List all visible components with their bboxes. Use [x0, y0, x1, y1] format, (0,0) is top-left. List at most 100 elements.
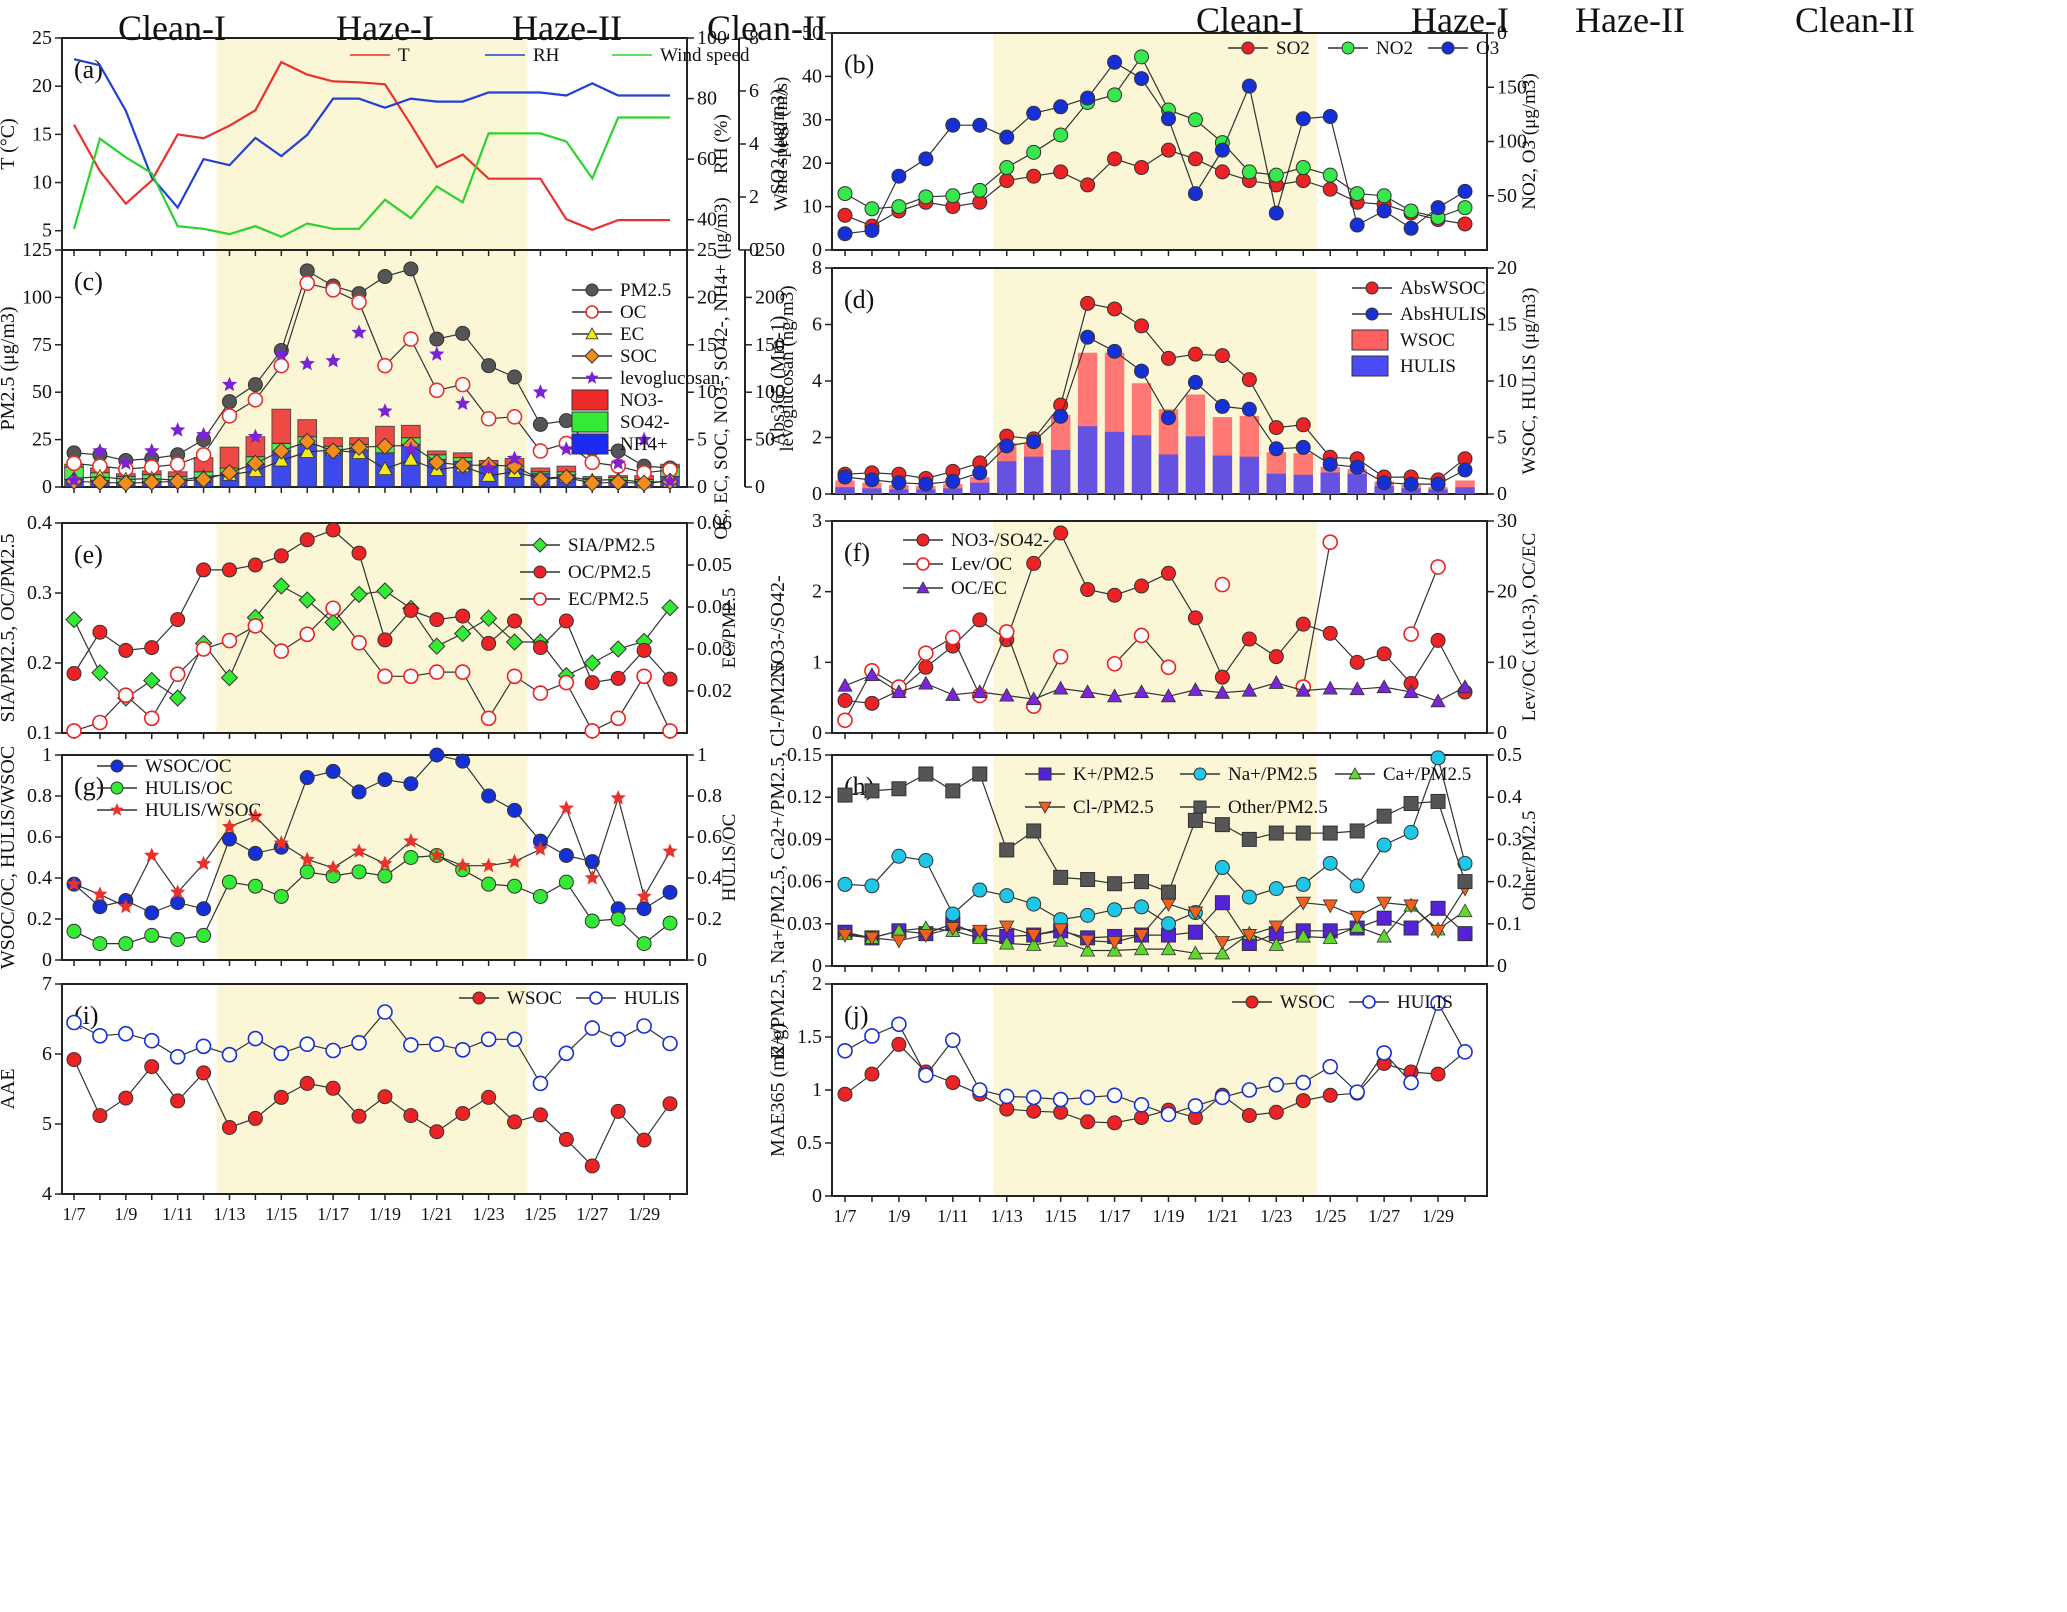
- point-na-pm2-5: [918, 853, 934, 868]
- legend-label: WSOC/OC: [145, 756, 232, 777]
- bar-hulis: [1212, 455, 1233, 494]
- point-hulis-wsoc: [403, 833, 419, 848]
- y-axis-label-left: MAE365 (m2/g): [767, 1023, 789, 1157]
- panel-label: (g): [74, 772, 104, 801]
- y-tick-label-left: 6: [42, 1043, 52, 1065]
- point-na-pm2-5: [1080, 907, 1096, 923]
- point-other-pm2-5: [1403, 796, 1419, 812]
- point-wsoc: [945, 1075, 961, 1091]
- point-no3-so42: [1322, 625, 1338, 641]
- point-ca-pm2-5: [1187, 945, 1204, 960]
- legend-label: levoglucosan: [620, 368, 721, 389]
- y-tick-label-right: 0: [1497, 722, 1507, 744]
- y-tick-label-left: 1: [812, 651, 822, 673]
- point-hulis: [891, 1016, 907, 1033]
- legend-marker: [1365, 281, 1379, 295]
- point-hulis: [1403, 1074, 1419, 1091]
- point-oc: [584, 454, 601, 471]
- y-tick-label-right: 60: [697, 148, 717, 170]
- y-tick-label-right: 30: [1497, 510, 1517, 532]
- point-sia-pm2-5: [272, 577, 291, 595]
- point-wsoc: [1134, 1110, 1150, 1126]
- point-hulis-oc: [507, 878, 523, 894]
- point-wsoc: [837, 1086, 853, 1102]
- point-levoglucosan: [325, 352, 341, 368]
- point-ec-pm2-5: [169, 666, 186, 683]
- point-hulis: [918, 1067, 934, 1083]
- point-oc-ec: [999, 687, 1015, 702]
- point-abshulis: [945, 473, 961, 489]
- point-hulis-wsoc: [299, 851, 315, 866]
- point-cl-pm2-5: [972, 924, 988, 939]
- point-ec-pm2-5: [273, 643, 290, 659]
- legend-marker: [1038, 767, 1052, 781]
- y-tick-label-left: 0: [812, 722, 822, 744]
- point-wsoc: [636, 1132, 652, 1148]
- y-tick-label-left: 3: [812, 510, 822, 532]
- panel-label: (b): [844, 50, 874, 79]
- point-hulis-wsoc: [506, 853, 523, 869]
- legend-label: SO42-: [620, 412, 670, 433]
- point-abshulis: [864, 472, 880, 488]
- y-tick-label-left: 7: [42, 973, 52, 995]
- point-ca-pm2-5: [1079, 942, 1096, 957]
- point-oc-pm2-5: [610, 670, 626, 686]
- y-tick-label-right: 4: [749, 133, 759, 155]
- panel-j: 1/7 1/9 1/11 1/13 1/15 1/17 1/19 1/21 1/23 1/25 1/…: [767, 973, 1488, 1226]
- legend-label: K+/PM2.5: [1073, 764, 1154, 785]
- point-oc-ec: [1322, 680, 1338, 695]
- series-abshulis: [837, 329, 1473, 492]
- y-tick-label-right: 150: [1497, 76, 1527, 98]
- y-axis-label-right: OC, EC, SOC, NO3-, SO42-, NH4+ (μg/m3): [711, 197, 732, 539]
- point-soc: [117, 474, 135, 492]
- point-o3: [1376, 203, 1392, 219]
- point-oc: [66, 455, 82, 472]
- series-soc: [65, 432, 679, 492]
- point-oc-ec: [1160, 688, 1177, 703]
- point-so2: [1107, 151, 1123, 167]
- y-tick-label-left: 0: [42, 949, 52, 971]
- point-other-pm2-5: [837, 787, 853, 803]
- legend-label: NO3-/SO42-: [951, 530, 1049, 551]
- y-axis-label-right: Other/PM2.5: [1519, 811, 1540, 911]
- point-other-pm2-5: [1241, 831, 1257, 847]
- y-axis-label-left: SIA/PM2.5, OC/PM2.5: [0, 534, 19, 723]
- point-hulis-wsoc: [221, 818, 238, 834]
- legend-swatch: [1351, 329, 1389, 351]
- point-oc: [454, 376, 471, 393]
- point-soc: [168, 472, 187, 491]
- point-ec-pm2-5: [92, 714, 108, 731]
- y-tick-label-right: 0: [749, 239, 759, 261]
- point-na-pm2-5: [837, 876, 853, 892]
- point-o3: [1160, 111, 1176, 127]
- y-tick-label-left: 0: [812, 239, 822, 261]
- legend-label: EC: [620, 324, 644, 345]
- legend-marker: [532, 537, 548, 553]
- point-no3-so42: [1026, 555, 1042, 571]
- point-oc-pm2-5: [196, 562, 212, 578]
- series-rh: [73, 58, 670, 210]
- point-abshulis: [1295, 439, 1311, 455]
- point-soc: [376, 437, 394, 455]
- point-oc-pm2-5: [429, 612, 445, 628]
- point-abshulis: [837, 469, 853, 485]
- point-lev-oc: [1160, 659, 1177, 676]
- x-tick-label: 1/19: [369, 1204, 401, 1224]
- point-no2: [1241, 164, 1257, 180]
- point-oc: [273, 357, 290, 374]
- y-tick-label-left: 0: [42, 476, 52, 498]
- y-tick-label-left: 25: [32, 429, 52, 451]
- point-pm2-5: [221, 394, 237, 410]
- point-o3: [999, 129, 1015, 145]
- point-hulis: [971, 1082, 988, 1098]
- point-hulis: [837, 1042, 853, 1059]
- y-axis-label-right: RH (%): [711, 114, 732, 174]
- point-abshulis: [1214, 398, 1230, 414]
- point-wsoc-oc: [351, 784, 367, 800]
- y-tick-label-left: 20: [802, 152, 822, 174]
- point-hulis-wsoc: [351, 843, 367, 858]
- x-tick-label: 1/25: [524, 1204, 556, 1224]
- y-tick-label-left: 0.15: [787, 744, 822, 766]
- point-ca-pm2-5: [1160, 941, 1177, 956]
- period-title-clean-ii-right: Clean-II: [1795, 0, 1915, 40]
